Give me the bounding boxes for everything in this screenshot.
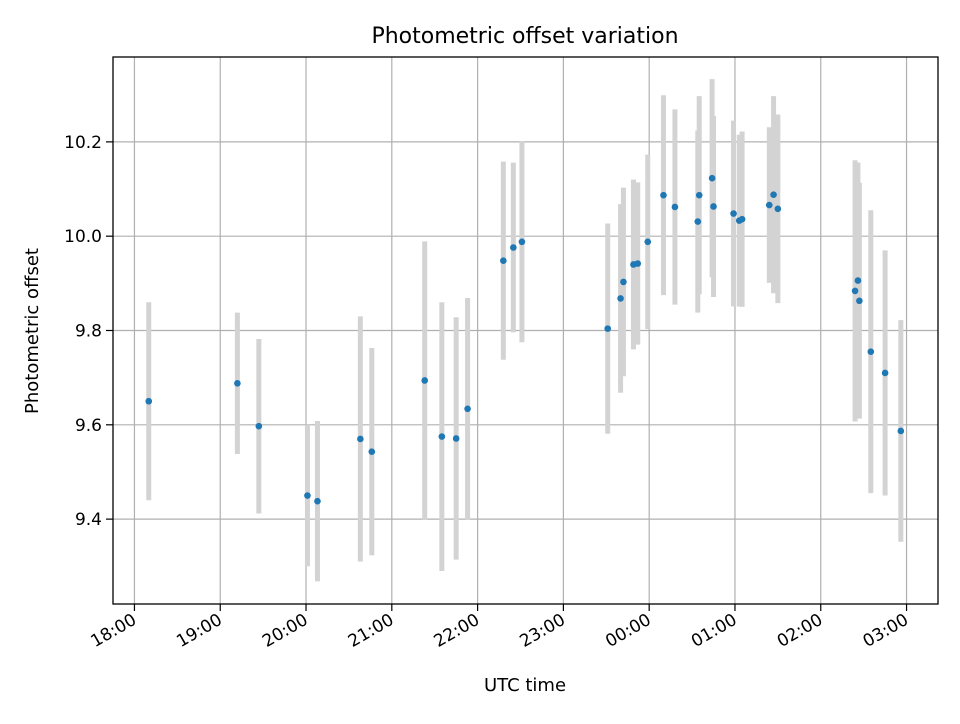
- data-point: [766, 202, 773, 209]
- data-point: [314, 498, 321, 505]
- data-point: [775, 206, 782, 213]
- data-point: [696, 192, 703, 199]
- x-tick-label: 01:00: [688, 610, 740, 652]
- data-point: [856, 297, 863, 304]
- data-point: [357, 436, 364, 443]
- x-tick-label: 20:00: [259, 610, 311, 652]
- y-tick-label: 10.0: [64, 227, 102, 247]
- data-point: [234, 380, 241, 387]
- y-tick-label: 10.2: [64, 133, 102, 153]
- y-axis-label: Photometric offset: [22, 248, 43, 414]
- data-point: [453, 435, 460, 442]
- data-point: [368, 448, 375, 455]
- x-tick-label: 02:00: [774, 610, 826, 652]
- data-point: [439, 433, 446, 440]
- data-point: [145, 398, 152, 405]
- x-tick-label: 22:00: [431, 610, 483, 652]
- x-tick-label: 18:00: [88, 610, 140, 652]
- data-point: [739, 216, 746, 223]
- data-point: [519, 239, 526, 246]
- data-point: [617, 295, 624, 302]
- data-point: [855, 277, 862, 284]
- data-point: [770, 191, 777, 198]
- y-tick-label: 9.4: [75, 510, 102, 530]
- data-point: [694, 218, 701, 225]
- data-point: [604, 325, 611, 332]
- x-tick-label: 23:00: [516, 610, 568, 652]
- data-point: [730, 210, 737, 217]
- x-tick-label: 19:00: [173, 610, 225, 652]
- x-tick-label: 00:00: [602, 610, 654, 652]
- data-point: [634, 260, 641, 267]
- data-point: [672, 204, 679, 211]
- data-point: [500, 257, 507, 264]
- data-point: [620, 279, 627, 286]
- data-point: [660, 192, 667, 199]
- data-point: [852, 288, 859, 295]
- data-point: [644, 239, 651, 246]
- data-point: [709, 175, 716, 182]
- data-point: [464, 405, 471, 412]
- data-point: [867, 348, 874, 355]
- data-point: [898, 428, 905, 435]
- data-point: [882, 370, 889, 377]
- x-tick-label: 03:00: [860, 610, 912, 652]
- tick-layer: 18:00 19:00 20:00 21:00 22:00 23:00 00:00 01:00…: [64, 133, 912, 652]
- data-point: [421, 377, 428, 384]
- y-tick-label: 9.6: [75, 416, 102, 436]
- data-point: [304, 492, 311, 499]
- data-point: [510, 244, 517, 251]
- x-tick-label: 21:00: [345, 610, 397, 652]
- y-tick-label: 9.8: [75, 322, 102, 342]
- chart-title: Photometric offset variation: [371, 24, 678, 49]
- data-point: [256, 423, 263, 430]
- x-axis-label: UTC time: [484, 675, 566, 696]
- data-point: [710, 203, 717, 210]
